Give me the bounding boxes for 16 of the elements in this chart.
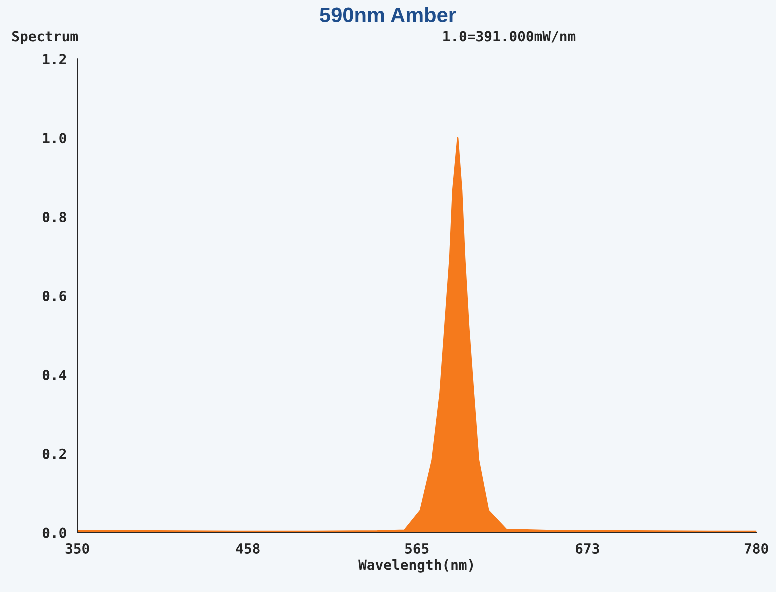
x-tick-label: 350	[66, 543, 90, 554]
x-tick-label: 458	[236, 543, 260, 554]
y-tick-label: 0.4	[42, 370, 67, 380]
x-tick-label: 565	[406, 543, 429, 554]
x-tick-label: 780	[744, 543, 768, 554]
x-axis-title: Wavelength(nm)	[358, 559, 474, 573]
chart-title: 590nm Amber	[320, 7, 456, 23]
x-tick-label: 673	[576, 543, 600, 554]
y-tick-label: 0.2	[42, 448, 66, 460]
y-tick-label: 0.6	[42, 290, 66, 302]
text: 1.0=391.000mW/nm	[444, 31, 576, 43]
y-axis-title: Spectrum	[12, 31, 78, 44]
y-tick-label: 0.0	[42, 528, 66, 538]
y-tick-label: 1.2	[43, 54, 66, 64]
y-tick-label: 1.0	[43, 133, 66, 144]
y-tick-label: 0.8	[42, 212, 66, 223]
